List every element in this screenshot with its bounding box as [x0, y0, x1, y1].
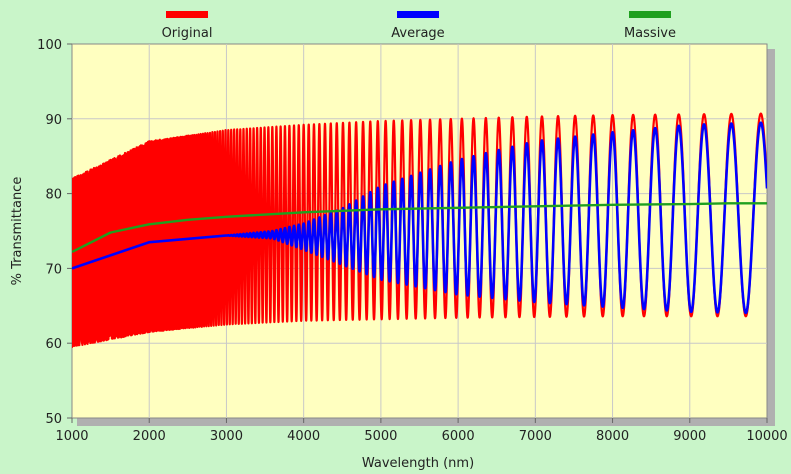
legend-label-massive: Massive	[624, 26, 676, 41]
x-axis-label: Wavelength (nm)	[362, 456, 474, 471]
legend: Original Average Massive	[162, 11, 676, 41]
legend-swatch-original	[166, 11, 208, 18]
tick-labels: 1000 2000 3000 4000 5000 6000 7000 8000 9000 1000…	[37, 38, 788, 444]
y-axis-label: % Transmittance	[10, 177, 25, 286]
x-tick-label: 4000	[287, 429, 320, 444]
x-tick-label: 10000	[746, 429, 787, 444]
series-layer	[72, 112, 767, 348]
x-tick-label: 6000	[442, 429, 475, 444]
legend-label-average: Average	[391, 26, 444, 41]
x-tick-label: 8000	[596, 429, 629, 444]
x-tick-label: 2000	[133, 429, 166, 444]
x-tick-label: 9000	[673, 429, 706, 444]
y-tick-label: 70	[45, 262, 62, 277]
legend-swatch-average	[397, 11, 439, 18]
x-tick-label: 3000	[210, 429, 243, 444]
series-line-massive	[72, 202, 767, 254]
x-tick-label: 5000	[364, 429, 397, 444]
legend-label-original: Original	[162, 26, 213, 41]
y-tick-label: 100	[37, 38, 62, 53]
y-tick-label: 90	[45, 113, 62, 128]
y-tick-label: 60	[45, 337, 62, 352]
x-tick-label: 7000	[519, 429, 552, 444]
y-tick-label: 50	[45, 412, 62, 427]
series-line-average	[72, 121, 767, 315]
y-tick-label: 80	[45, 188, 62, 203]
x-tick-label: 1000	[55, 429, 88, 444]
legend-swatch-massive	[629, 11, 671, 18]
